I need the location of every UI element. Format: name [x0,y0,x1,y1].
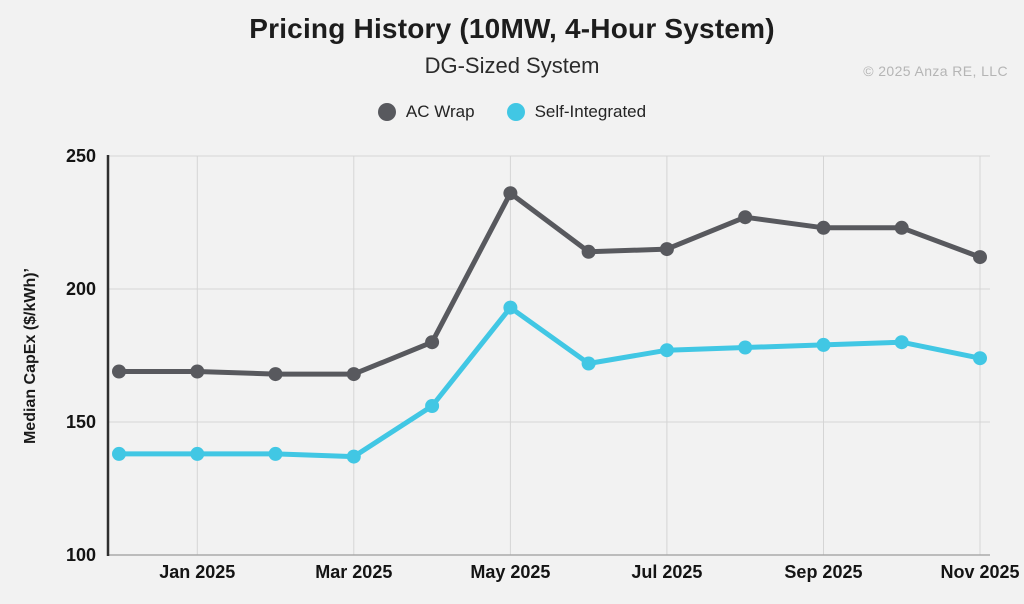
y-axis-tick-label: 200 [65,279,96,299]
data-point-self-integrated [581,356,596,371]
data-point-ac-wrap [581,244,596,259]
data-point-ac-wrap [190,364,205,379]
data-point-ac-wrap [346,367,361,382]
data-point-ac-wrap [112,364,126,379]
legend-label: AC Wrap [405,102,475,121]
x-axis-tick-label: Jul 2025 [631,562,703,582]
data-point-ac-wrap [659,242,674,257]
legend-dot-ac-wrap [377,103,396,121]
data-point-ac-wrap [268,367,283,382]
y-axis-tick-label: 250 [65,146,96,166]
data-point-self-integrated [659,343,674,358]
x-axis-tick-label: Nov 2025 [940,562,1020,582]
data-point-ac-wrap [973,250,987,265]
data-point-ac-wrap [894,220,909,235]
data-point-self-integrated [816,337,831,352]
data-point-ac-wrap [738,210,753,225]
x-axis-tick-label: May 2025 [470,562,551,582]
series-line-ac-wrap [116,190,983,377]
series-line-self-integrated [116,305,983,460]
data-point-self-integrated [268,446,283,461]
y-axis-tick-label: 100 [65,545,96,565]
x-axis-tick-label: Mar 2025 [315,562,393,582]
data-point-self-integrated [346,449,361,464]
chart-title: Pricing History (10MW, 4-Hour System) [249,13,775,44]
copyright-notice: © 2025 Anza RE, LLC [863,63,1008,79]
legend-item-ac-wrap[interactable]: AC Wrap [377,102,475,122]
data-point-self-integrated [973,351,987,366]
data-point-self-integrated [112,446,126,461]
data-point-self-integrated [894,335,909,350]
y-axis-tick-label: 150 [65,412,96,432]
x-axis-tick-label: Jan 2025 [159,562,236,582]
data-point-ac-wrap [816,220,831,235]
chart-subtitle: DG-Sized System [424,53,600,78]
legend-dot-self-integrated [506,103,525,121]
legend-label: Self-Integrated [534,102,647,121]
legend: AC Wrap Self-Integrated [0,102,1024,122]
data-point-self-integrated [738,340,753,355]
legend-item-self-integrated[interactable]: Self-Integrated [506,102,647,122]
data-point-ac-wrap [503,186,518,201]
data-point-self-integrated [503,300,518,315]
data-point-ac-wrap [425,335,440,350]
data-point-self-integrated [425,399,440,413]
chart-plot [106,155,990,556]
data-point-self-integrated [190,446,205,461]
x-axis-tick-label: Sep 2025 [784,562,863,582]
